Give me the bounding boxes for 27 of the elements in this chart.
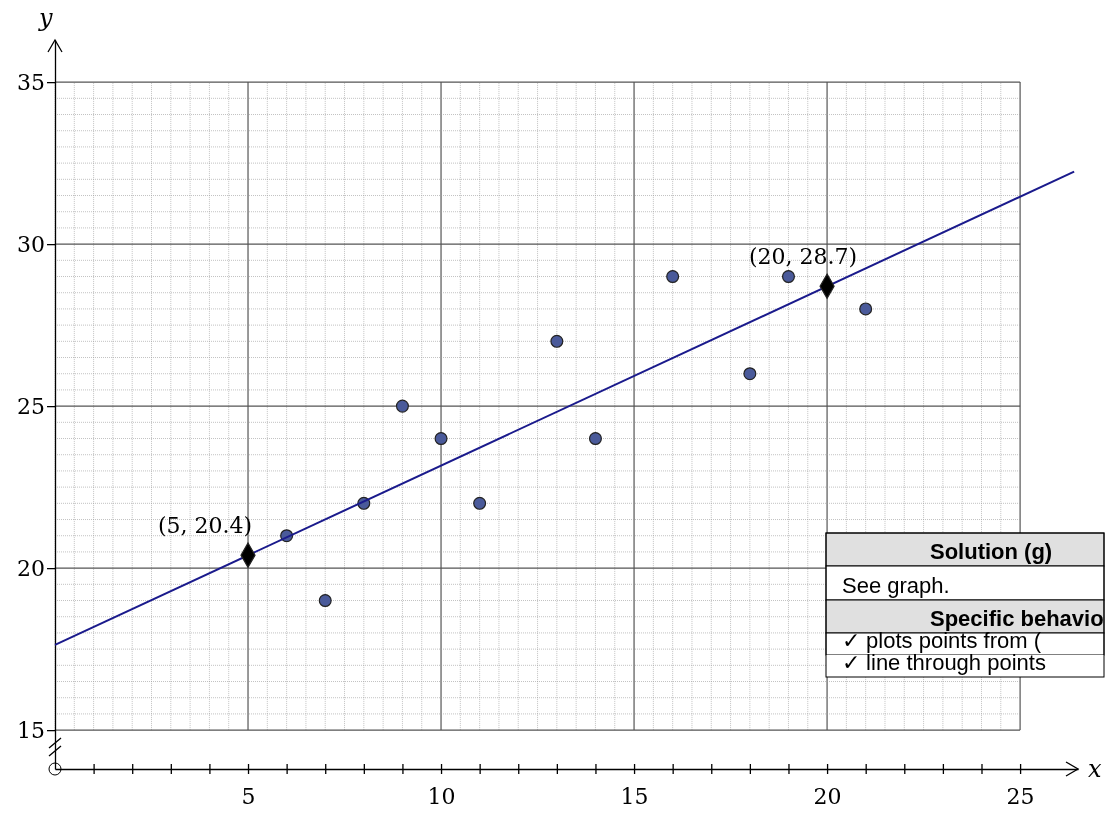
x-tick-label: 5 [241,784,256,810]
x-axis-title: x [1088,755,1102,783]
point [743,367,757,381]
y-tick-label: 25 [17,393,45,419]
point [588,432,602,446]
y-tick-label: 20 [17,555,45,581]
x-tick-label: 15 [620,784,649,810]
point [666,270,680,284]
y-tick-label: 15 [17,717,45,743]
point [434,432,448,446]
annotation: Specific behavio [930,606,1104,631]
point [318,594,332,608]
x-tick-label: 20 [813,784,842,810]
annotation: Solution (g) [930,539,1053,564]
y-axis-title: y [38,4,53,32]
x-tick-label: 25 [1006,784,1035,810]
point [395,399,409,413]
point [550,334,564,348]
point [859,302,873,316]
point [473,496,487,510]
y-tick-label: 35 [17,69,45,95]
annotation: See graph. [842,573,950,598]
y-tick-label: 30 [17,231,45,257]
point [781,270,795,284]
annotation: (5, 20.4) [157,513,253,539]
x-tick-label: 10 [427,784,456,810]
annotation: (20, 28.7) [749,244,858,270]
